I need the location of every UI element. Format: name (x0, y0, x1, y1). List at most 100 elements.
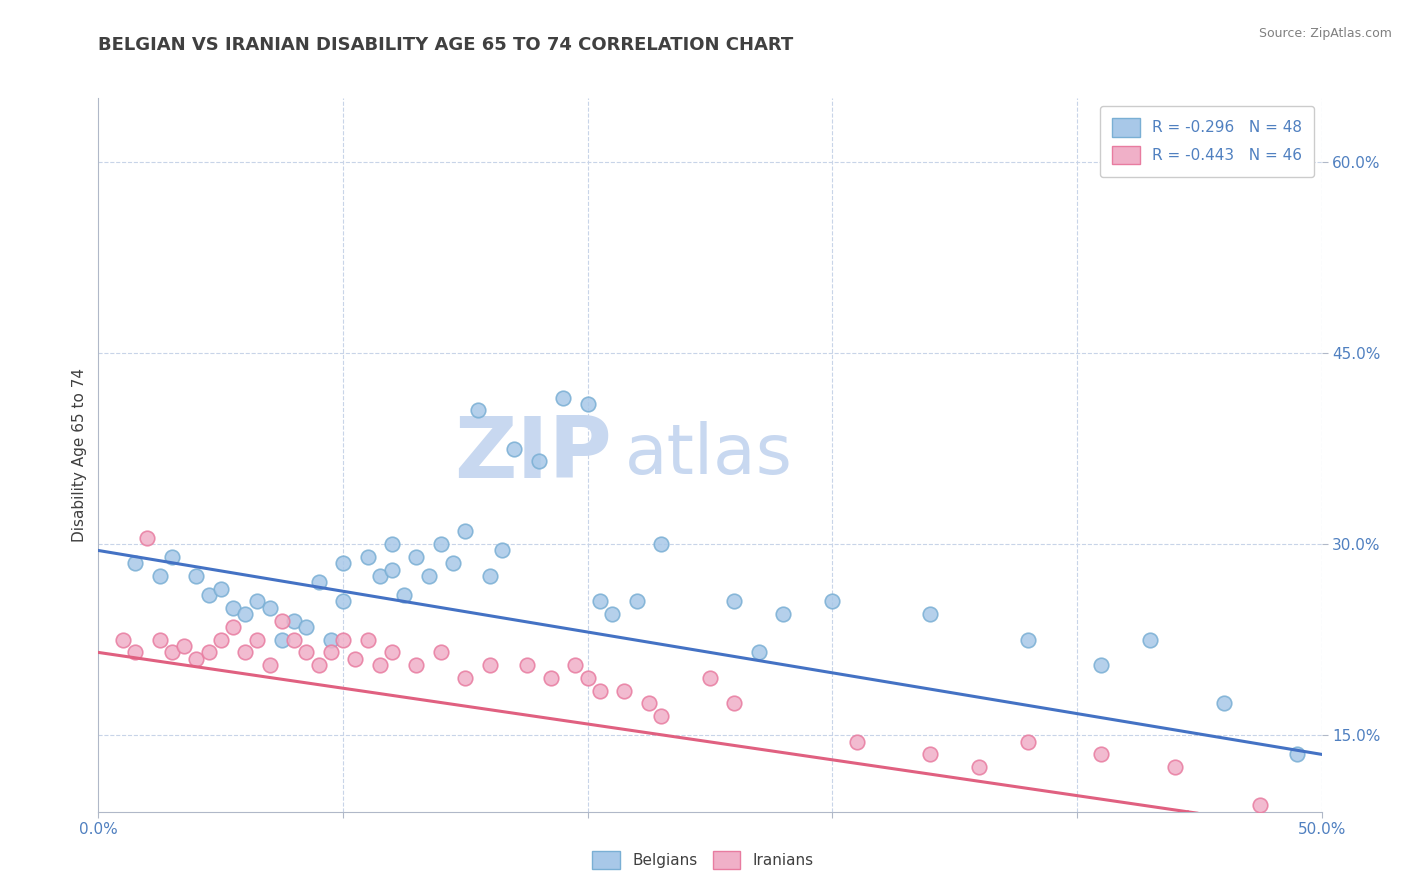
Legend: R = -0.296   N = 48, R = -0.443   N = 46: R = -0.296 N = 48, R = -0.443 N = 46 (1099, 106, 1315, 177)
Text: atlas: atlas (624, 421, 792, 489)
Point (124, 556, 146, 570)
Point (1090, 747, 1112, 762)
Point (295, 645, 318, 659)
Point (344, 652, 367, 666)
Point (368, 569, 391, 583)
Point (1286, 823, 1309, 838)
Point (173, 639, 195, 653)
Point (564, 658, 586, 673)
Point (160, 645, 183, 659)
Point (149, 632, 172, 647)
Point (136, 531, 159, 545)
Point (454, 524, 477, 539)
Point (149, 569, 172, 583)
Point (111, 632, 134, 647)
Legend: Belgians, Iranians: Belgians, Iranians (586, 845, 820, 875)
Point (576, 397, 599, 411)
Point (197, 588, 219, 602)
Point (1249, 798, 1271, 813)
Point (332, 556, 354, 570)
Point (381, 537, 404, 551)
Point (515, 658, 537, 673)
Point (270, 614, 294, 628)
Point (626, 594, 648, 608)
Point (356, 632, 378, 647)
Point (246, 632, 269, 647)
Point (295, 620, 318, 634)
Point (650, 709, 672, 723)
Point (748, 645, 770, 659)
Point (222, 600, 245, 615)
Point (308, 658, 330, 673)
Y-axis label: Disability Age 65 to 74: Disability Age 65 to 74 (72, 368, 87, 542)
Point (967, 760, 990, 774)
Point (589, 683, 612, 698)
Point (319, 632, 342, 647)
Point (491, 543, 513, 558)
Point (920, 747, 942, 762)
Point (319, 645, 342, 659)
Point (283, 632, 305, 647)
Point (430, 645, 453, 659)
Point (222, 620, 245, 634)
Point (209, 582, 232, 596)
Point (723, 697, 745, 711)
Point (1139, 632, 1161, 647)
Point (381, 563, 404, 577)
Point (233, 607, 256, 622)
Point (1090, 658, 1112, 673)
Point (332, 632, 354, 647)
Point (246, 594, 269, 608)
Point (1017, 734, 1039, 748)
Point (467, 403, 489, 417)
Point (454, 671, 477, 685)
Point (160, 549, 183, 564)
Point (186, 652, 208, 666)
Point (845, 734, 868, 748)
Point (1164, 760, 1187, 774)
Point (405, 549, 427, 564)
Point (430, 537, 453, 551)
Point (920, 607, 942, 622)
Point (821, 594, 844, 608)
Point (772, 607, 794, 622)
Point (283, 614, 305, 628)
Point (418, 569, 440, 583)
Point (576, 671, 599, 685)
Point (209, 632, 232, 647)
Point (1212, 697, 1234, 711)
Point (405, 658, 427, 673)
Text: BELGIAN VS IRANIAN DISABILITY AGE 65 TO 74 CORRELATION CHART: BELGIAN VS IRANIAN DISABILITY AGE 65 TO … (98, 36, 793, 54)
Point (381, 645, 404, 659)
Point (270, 632, 294, 647)
Point (233, 645, 256, 659)
Point (600, 607, 623, 622)
Point (589, 594, 612, 608)
Point (478, 569, 501, 583)
Point (1310, 837, 1333, 851)
Point (124, 645, 146, 659)
Point (259, 600, 281, 615)
Point (441, 556, 464, 570)
Point (540, 671, 562, 685)
Point (186, 569, 208, 583)
Point (392, 588, 416, 602)
Text: ZIP: ZIP (454, 413, 612, 497)
Point (332, 594, 354, 608)
Point (1286, 747, 1309, 762)
Point (356, 549, 378, 564)
Point (308, 575, 330, 590)
Point (637, 697, 661, 711)
Point (723, 594, 745, 608)
Point (650, 537, 672, 551)
Point (503, 442, 526, 456)
Point (368, 658, 391, 673)
Point (197, 645, 219, 659)
Point (553, 391, 575, 405)
Point (1017, 632, 1039, 647)
Point (699, 671, 721, 685)
Point (478, 658, 501, 673)
Text: Source: ZipAtlas.com: Source: ZipAtlas.com (1258, 27, 1392, 40)
Point (527, 454, 550, 468)
Point (259, 658, 281, 673)
